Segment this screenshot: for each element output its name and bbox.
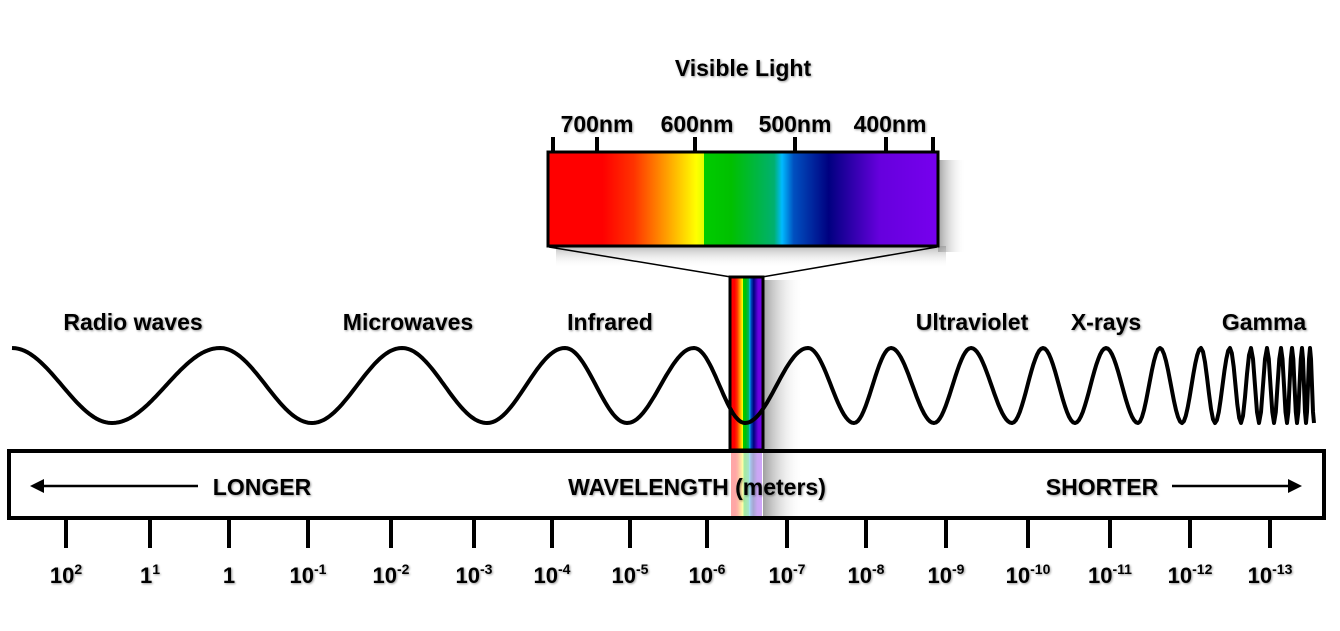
- spectrum-shadow: [938, 160, 966, 252]
- band-label-xrays: X-rays: [1071, 309, 1141, 335]
- tick-exponent: -5: [636, 561, 649, 577]
- scale-tick-label: 10-3: [456, 561, 493, 588]
- zoom-line-right: [761, 246, 938, 278]
- tick-exponent: -6: [713, 561, 726, 577]
- scale-tick-label: 10-5: [612, 561, 649, 588]
- tick-exponent: -4: [558, 561, 571, 577]
- scale-tick-label: 10-6: [689, 561, 726, 588]
- scale-tick-label: 10-7: [769, 561, 806, 588]
- tick-exponent: -13: [1272, 561, 1292, 577]
- tick-exponent: 1: [152, 561, 160, 577]
- scale-tick-label: 10-13: [1248, 561, 1293, 588]
- nm-ticks: [551, 137, 935, 152]
- tick-base: 1: [140, 563, 152, 588]
- tick-exponent: -8: [872, 561, 885, 577]
- tick-exponent: -2: [397, 561, 410, 577]
- tick-exponent: -3: [480, 561, 493, 577]
- tick-base: 10: [1088, 563, 1112, 588]
- tick-exponent: 2: [74, 561, 82, 577]
- tick-base: 1: [223, 563, 235, 588]
- band-label-microwaves: Microwaves: [343, 309, 473, 335]
- spectrum-shadow-bottom: [556, 246, 946, 268]
- arrow-right-icon: [1288, 479, 1302, 493]
- wavelength-label: WAVELENGTH (meters): [568, 474, 826, 500]
- tick-exponent: -11: [1113, 561, 1133, 577]
- arrow-left-icon: [30, 479, 44, 493]
- scale-tick-label: 10-2: [373, 561, 410, 588]
- scale-tick-label: 10-11: [1088, 561, 1132, 588]
- tick-exponent: -9: [952, 561, 965, 577]
- wavelength-box: [7, 449, 1326, 520]
- band-label-gamma: Gamma: [1222, 309, 1307, 335]
- zoom-line-left: [548, 246, 732, 278]
- tick-exponent: -7: [793, 561, 806, 577]
- wave-line: [11, 346, 1316, 425]
- tick-base: 10: [848, 563, 872, 588]
- nm-label-400: 400nm: [854, 111, 927, 137]
- tick-base: 10: [769, 563, 793, 588]
- scale-tick-label: 102: [50, 561, 82, 588]
- scale-tick-label: 10-1: [290, 561, 327, 588]
- scale-tick-label: 10-9: [928, 561, 965, 588]
- nm-label-500: 500nm: [759, 111, 832, 137]
- wavelength-scale: 102 11 1 10-1 10-2 10-3 10-4 10-5 10-6 10-7 10-8 10…: [50, 520, 1293, 588]
- tick-base: 10: [50, 563, 74, 588]
- tick-exponent: -1: [314, 561, 327, 577]
- longer-label: LONGER: [213, 474, 312, 500]
- visible-light-title: Visible Light: [675, 55, 812, 81]
- nm-label-600: 600nm: [661, 111, 734, 137]
- band-label-ultraviolet: Ultraviolet: [916, 309, 1029, 335]
- scale-tick-label: 10-8: [848, 561, 885, 588]
- tick-exponent: -12: [1192, 561, 1212, 577]
- nm-label-700: 700nm: [561, 111, 634, 137]
- tick-base: 10: [612, 563, 636, 588]
- tick-base: 10: [373, 563, 397, 588]
- visible-spectrum-bar: [546, 150, 940, 248]
- band-label-radio: Radio waves: [63, 309, 202, 335]
- band-label-infrared: Infrared: [567, 309, 653, 335]
- scale-tick-label: 10-10: [1006, 561, 1051, 588]
- scale-tick-label: 10-4: [534, 561, 571, 588]
- tick-base: 10: [1248, 563, 1272, 588]
- scale-tick-label: 1: [223, 563, 235, 588]
- tick-base: 10: [928, 563, 952, 588]
- tick-base: 10: [1006, 563, 1030, 588]
- tick-base: 10: [534, 563, 558, 588]
- scale-tick-label: 11: [140, 561, 160, 588]
- tick-exponent: -10: [1030, 561, 1050, 577]
- tick-base: 10: [1168, 563, 1192, 588]
- tick-base: 10: [689, 563, 713, 588]
- tick-base: 10: [456, 563, 480, 588]
- scale-tick-label: 10-12: [1168, 561, 1213, 588]
- shorter-label: SHORTER: [1046, 474, 1159, 500]
- arrow-right: [1172, 479, 1302, 493]
- arrow-left: [30, 479, 198, 493]
- tick-base: 10: [290, 563, 314, 588]
